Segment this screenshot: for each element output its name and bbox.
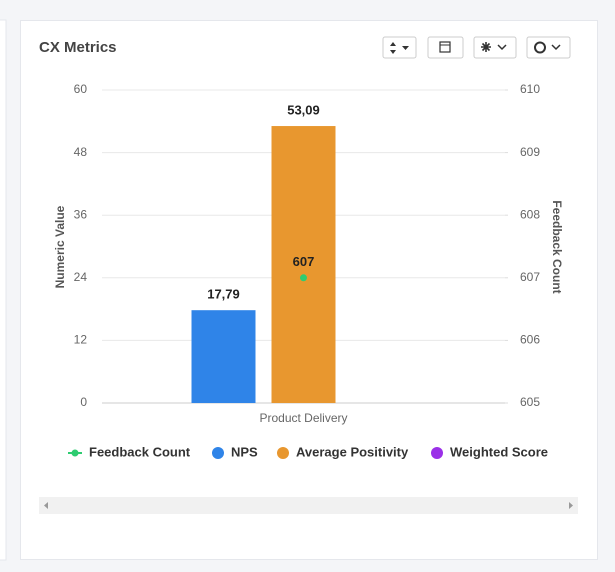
point xyxy=(300,274,307,282)
legend-label: Feedback Count xyxy=(89,444,191,459)
y2-tick-label: 610 xyxy=(520,82,540,96)
y2-tick-label: 609 xyxy=(520,145,540,159)
legend-label: Weighted Score xyxy=(450,444,548,459)
side-card xyxy=(0,19,7,561)
y2-axis-label: Feedback Count xyxy=(550,200,564,293)
chart-title: CX Metrics xyxy=(39,39,117,56)
bar xyxy=(191,310,256,403)
data-label: 17,79 xyxy=(207,287,240,302)
date-button[interactable] xyxy=(427,36,464,59)
y-tick-label: 12 xyxy=(74,333,88,347)
legend-label: NPS xyxy=(231,444,258,459)
legend-marker xyxy=(212,447,224,459)
toolbar xyxy=(382,36,571,59)
y2-tick-label: 606 xyxy=(520,333,540,347)
legend-label: Average Positivity xyxy=(296,444,409,459)
y2-tick-label: 605 xyxy=(520,395,540,409)
legend-marker xyxy=(71,449,79,457)
sort-button[interactable] xyxy=(382,36,417,59)
y-axis-label: Numeric Value xyxy=(53,205,67,288)
settings-button[interactable] xyxy=(473,36,517,59)
x-tick-label: Product Delivery xyxy=(259,411,347,425)
legend-marker xyxy=(277,447,289,459)
y2-tick-label: 608 xyxy=(520,207,540,221)
toolbar-icons xyxy=(390,41,561,54)
scrollbar[interactable] xyxy=(39,497,578,514)
data-label: 53,09 xyxy=(287,102,320,117)
legend-marker xyxy=(431,447,443,459)
bar xyxy=(271,126,336,403)
y2-tick-label: 607 xyxy=(520,270,540,284)
refresh-button[interactable] xyxy=(526,36,571,59)
y-tick-label: 24 xyxy=(74,270,88,284)
y-tick-label: 60 xyxy=(74,82,88,96)
data-label: 607 xyxy=(293,254,315,269)
y-tick-label: 36 xyxy=(74,207,88,221)
y-tick-label: 0 xyxy=(80,395,87,409)
y-tick-label: 48 xyxy=(74,145,88,159)
